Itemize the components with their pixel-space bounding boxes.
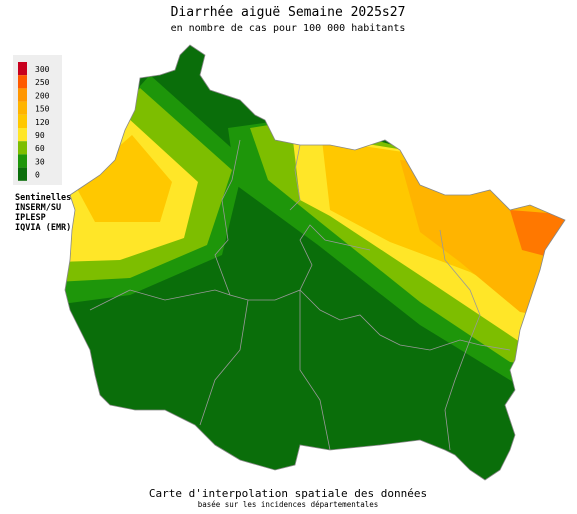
zone — [75, 135, 172, 222]
source-label: IPLESP — [15, 213, 46, 223]
footer-line: basée sur les incidences départementales — [198, 500, 379, 509]
source-label: INSERM/SU — [15, 203, 61, 213]
subtitle: en nombre de cas pour 100 000 habitants — [171, 23, 406, 34]
legend-swatch — [18, 62, 27, 76]
region-outline — [64, 44, 566, 481]
legend-label: 30 — [35, 157, 45, 166]
boundary — [299, 289, 511, 351]
source-label: IQVIA (EMR) — [15, 223, 71, 233]
legend-label: 200 — [35, 91, 50, 100]
boundary — [199, 299, 249, 426]
boundary — [289, 144, 301, 211]
legend-swatch — [18, 167, 27, 181]
boundary — [89, 289, 231, 311]
legend-label: 0 — [35, 171, 40, 180]
boundary — [439, 229, 481, 451]
legend-label: 90 — [35, 131, 45, 140]
legend-label: 60 — [35, 144, 45, 153]
legend-swatch — [18, 75, 27, 89]
legend-swatch — [18, 101, 27, 115]
legend-swatch — [18, 88, 27, 102]
legend-swatch — [18, 154, 27, 168]
source-label: Sentinelles — [15, 192, 71, 203]
legend-label: 120 — [35, 118, 50, 127]
legend-label: 300 — [35, 65, 50, 74]
footer-line: Carte d'interpolation spatiale des donné… — [149, 487, 427, 500]
legend-label: 150 — [35, 105, 50, 114]
title: Diarrhée aiguë Semaine 2025s27 — [171, 5, 406, 20]
legend-swatch — [18, 141, 27, 155]
boundary — [214, 139, 371, 301]
legend-label: 250 — [35, 78, 50, 87]
legend-swatch — [18, 128, 27, 142]
boundary — [299, 290, 331, 451]
legend-swatch — [18, 114, 27, 128]
